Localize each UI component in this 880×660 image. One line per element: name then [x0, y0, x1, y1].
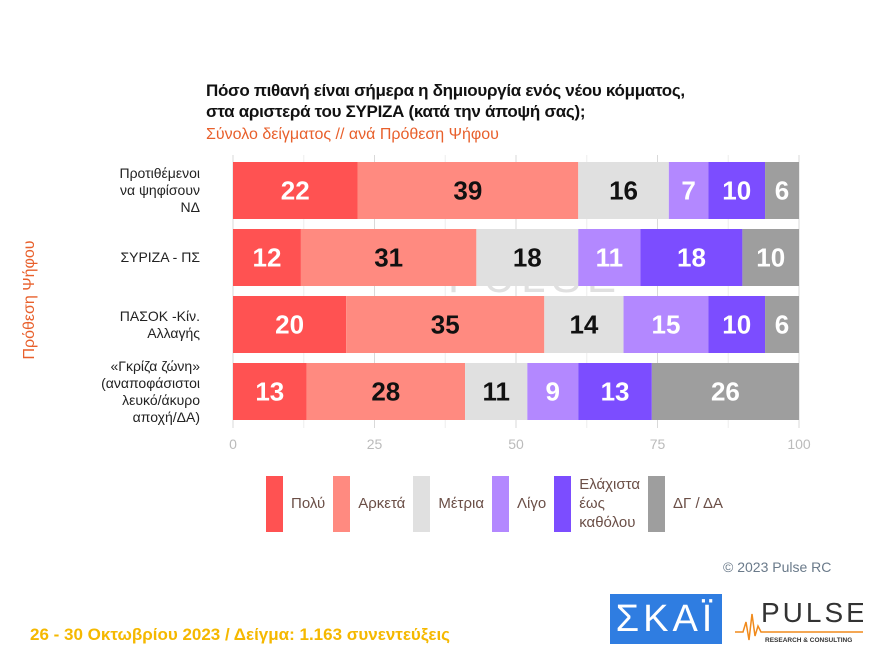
- bar-segment: [346, 296, 545, 353]
- bar-segment: [233, 229, 301, 286]
- data-label: 20: [275, 310, 304, 340]
- legend-item: Πολύ: [266, 475, 326, 532]
- legend-label: ΔΓ / ΔΑ: [673, 495, 723, 512]
- legend-swatch: [413, 475, 431, 532]
- category-label-line: (αναποφάσιστοι: [101, 374, 200, 391]
- bar-segment: [640, 229, 743, 286]
- category-label: «Γκρίζα ζώνη» (αναποφάσιστοι λευκό/άκυρο απ…: [60, 358, 200, 426]
- legend-item: Λίγο: [492, 475, 547, 532]
- data-label: 11: [482, 377, 510, 407]
- bar-segment: [527, 363, 579, 420]
- skai-logo: ΣΚΑΪ: [610, 594, 722, 644]
- category-label: ΣΥΡΙΖΑ - ΠΣ: [60, 249, 200, 266]
- copyright: © 2023 Pulse RC: [723, 559, 832, 575]
- legend-item: Ελάχιστα έως καθόλου: [554, 475, 640, 532]
- bar-plot: PULSE02550751002239167106123118111810203…: [229, 155, 811, 452]
- bar-segment: [708, 162, 766, 219]
- title-line: στα αριστερά του ΣΥΡΙΖΑ (κατά την άποψή …: [206, 102, 586, 121]
- pulse-logo: PULSE RESEARCH & CONSULTING: [735, 597, 863, 644]
- legend-label: Λίγο: [517, 495, 547, 512]
- data-label: 18: [677, 243, 706, 273]
- data-label: 35: [431, 310, 460, 340]
- x-tick-label: 50: [508, 436, 524, 452]
- bar-segment: [578, 363, 652, 420]
- category-label-line: αποχή/ΔΑ): [132, 408, 200, 425]
- data-label: 39: [453, 176, 482, 206]
- bar-segment: [765, 162, 799, 219]
- data-label: 15: [652, 310, 681, 340]
- data-label: 9: [546, 377, 560, 407]
- bar-segment: [306, 363, 466, 420]
- category-label-line: ΝΔ: [180, 199, 200, 215]
- bar-segment: [476, 229, 579, 286]
- legend-item: Μέτρια: [413, 475, 484, 532]
- bar-segment: [544, 296, 624, 353]
- legend-swatch: [554, 475, 572, 532]
- data-label: 10: [722, 176, 751, 206]
- category-label: Προτιθέμενοι να ψηφίσουν ΝΔ: [60, 165, 200, 216]
- bar-segment: [668, 162, 709, 219]
- category-label-line: λευκό/άκυρο: [122, 391, 200, 408]
- svg-text:RESEARCH & CONSULTING: RESEARCH & CONSULTING: [765, 637, 852, 644]
- data-label: 6: [775, 176, 789, 206]
- bar-segment: [357, 162, 579, 219]
- legend-label: Αρκετά: [358, 495, 406, 512]
- data-label: 18: [513, 243, 542, 273]
- bar-segment: [465, 363, 528, 420]
- legend: Πολύ Αρκετά Μέτρια Λίγο Ελάχιστα έως καθόλου ΔΓ…: [266, 475, 731, 532]
- category-label-line: Προτιθέμενοι: [119, 165, 200, 181]
- x-tick-label: 100: [787, 436, 811, 452]
- chart-subtitle: Σύνολο δείγματος // ανά Πρόθεση Ψήφου: [206, 126, 499, 143]
- legend-label: Πολύ: [291, 495, 326, 512]
- legend-item: ΔΓ / ΔΑ: [648, 475, 723, 532]
- data-label: 10: [722, 310, 751, 340]
- bar-segment: [742, 229, 799, 286]
- data-label: 12: [252, 243, 281, 273]
- x-tick-label: 25: [367, 436, 383, 452]
- category-label-line: «Γκρίζα ζώνη»: [110, 357, 200, 374]
- data-label: 26: [711, 377, 740, 407]
- data-label: 11: [596, 243, 624, 273]
- bar-segment: [233, 296, 347, 353]
- data-label: 16: [609, 176, 638, 206]
- bar-segment: [651, 363, 799, 420]
- data-label: 13: [255, 377, 284, 407]
- legend-swatch: [648, 475, 666, 532]
- footer-note: 26 - 30 Οκτωβρίου 2023 / Δείγμα: 1.163 σ…: [30, 625, 451, 644]
- category-label: ΠΑΣΟΚ -Κίν. Αλλαγής: [60, 308, 200, 342]
- legend-swatch: [266, 475, 283, 532]
- x-tick-label: 75: [650, 436, 666, 452]
- svg-text:PULSE: PULSE: [761, 597, 863, 628]
- data-label: 28: [371, 377, 400, 407]
- category-label-line: ΠΑΣΟΚ -Κίν.: [119, 307, 200, 324]
- data-label: 13: [601, 377, 630, 407]
- bar-segment: [578, 229, 641, 286]
- data-label: 7: [681, 176, 695, 206]
- category-label-line: ΣΥΡΙΖΑ - ΠΣ: [120, 249, 200, 265]
- data-label: 31: [374, 243, 403, 273]
- chart-title: Πόσο πιθανή είναι σήμερα η δημιουργία εν…: [206, 80, 685, 122]
- title-line: Πόσο πιθανή είναι σήμερα η δημιουργία εν…: [206, 81, 685, 100]
- bar-segment: [300, 229, 477, 286]
- category-label-line: Αλλαγής: [147, 324, 200, 341]
- bar-segment: [578, 162, 669, 219]
- legend-label: Μέτρια: [438, 495, 484, 512]
- bar-segment: [708, 296, 766, 353]
- bar-segment: [623, 296, 709, 353]
- bar-segment: [765, 296, 799, 353]
- data-label: 10: [756, 243, 785, 273]
- data-label: 14: [569, 310, 598, 340]
- legend-swatch: [492, 475, 509, 532]
- bar-segment: [233, 363, 307, 420]
- data-label: 22: [281, 176, 310, 206]
- category-label-line: να ψηφίσουν: [119, 182, 200, 198]
- bar-segment: [233, 162, 358, 219]
- legend-label: Ελάχιστα έως καθόλου: [579, 476, 641, 531]
- x-tick-label: 0: [229, 436, 237, 452]
- legend-swatch: [333, 475, 351, 532]
- legend-item: Αρκετά: [333, 475, 406, 532]
- data-label: 6: [775, 310, 789, 340]
